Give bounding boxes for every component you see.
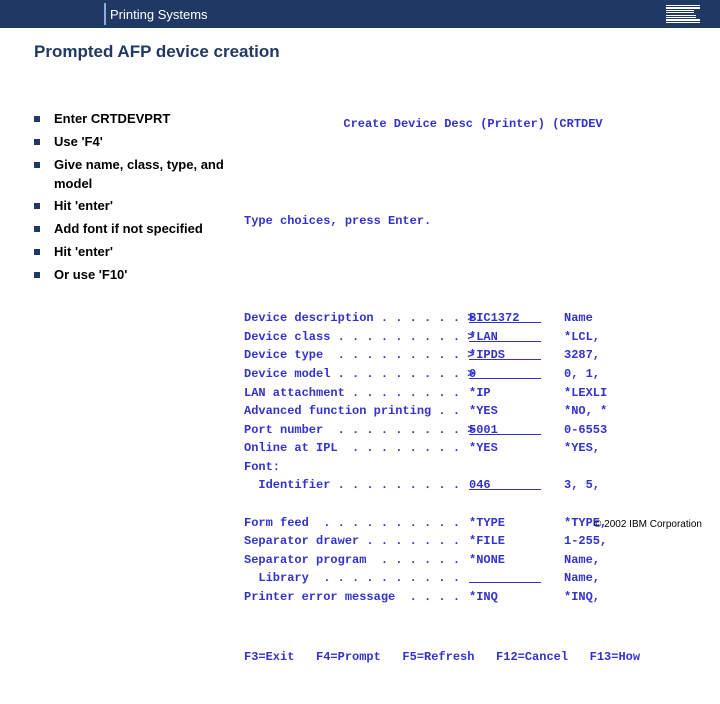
terminal-hint: Name xyxy=(564,309,702,328)
terminal-label: Font: xyxy=(244,458,469,477)
terminal-label: Device description . . . . . . > xyxy=(244,309,469,328)
terminal-label: Form feed . . . . . . . . . . xyxy=(244,514,469,533)
terminal-hint: 0, 1, xyxy=(564,365,702,384)
terminal-value: *IPDS xyxy=(469,346,564,365)
terminal-label: Separator drawer . . . . . . . xyxy=(244,532,469,551)
terminal-row: Device description . . . . . . >BIC1372 … xyxy=(244,309,702,328)
terminal-hint: *NO, * xyxy=(564,402,702,421)
terminal-hint: *INQ, xyxy=(564,588,702,607)
terminal-value: 5001 xyxy=(469,421,564,440)
ibm-logo-icon xyxy=(666,5,700,23)
terminal-row: Separator program . . . . . . *NONE Name… xyxy=(244,551,702,570)
terminal-label: Online at IPL . . . . . . . . xyxy=(244,439,469,458)
terminal-hint: *LCL, xyxy=(564,328,702,347)
terminal-value xyxy=(469,458,564,477)
terminal-screen: Create Device Desc (Printer) (CRTDEV Typ… xyxy=(244,78,702,704)
terminal-label: Advanced function printing . . xyxy=(244,402,469,421)
terminal-value: *IP xyxy=(469,384,564,403)
list-item: Or use 'F10' xyxy=(34,266,244,285)
terminal-row: Device type . . . . . . . . . >*IPDS 328… xyxy=(244,346,702,365)
instruction-list: Enter CRTDEVPRT Use 'F4' Give name, clas… xyxy=(34,78,244,704)
terminal-label: Separator program . . . . . . xyxy=(244,551,469,570)
header-section: Printing Systems xyxy=(110,7,208,22)
terminal-value: *TYPE xyxy=(469,514,564,533)
terminal-label: Device type . . . . . . . . . > xyxy=(244,346,469,365)
terminal-hint: *YES, xyxy=(564,439,702,458)
terminal-row: Online at IPL . . . . . . . . *YES *YES, xyxy=(244,439,702,458)
terminal-hint: Name, xyxy=(564,569,702,588)
terminal-row: Library . . . . . . . . . . Name, xyxy=(244,569,702,588)
list-item: Give name, class, type, and model xyxy=(34,156,244,194)
terminal-row: Advanced function printing . . *YES *NO,… xyxy=(244,402,702,421)
terminal-hint: *LEXLI xyxy=(564,384,702,403)
list-item: Add font if not specified xyxy=(34,220,244,239)
terminal-row: Printer error message . . . . *INQ *INQ, xyxy=(244,588,702,607)
header-bar: Printing Systems xyxy=(0,0,720,28)
terminal-value: *NONE xyxy=(469,551,564,570)
terminal-value: *LAN xyxy=(469,328,564,347)
terminal-row: Font: xyxy=(244,458,702,477)
terminal-value: BIC1372 xyxy=(469,309,564,328)
terminal-value: *YES xyxy=(469,439,564,458)
terminal-label: LAN attachment . . . . . . . . xyxy=(244,384,469,403)
terminal-fkeys: F3=Exit F4=Prompt F5=Refresh F12=Cancel … xyxy=(244,648,702,667)
copyright: © 2002 IBM Corporation xyxy=(594,519,702,530)
terminal-hint xyxy=(564,458,702,477)
page-title: Prompted AFP device creation xyxy=(0,28,720,72)
terminal-row: Device class . . . . . . . . . >*LAN *LC… xyxy=(244,328,702,347)
terminal-value: *YES xyxy=(469,402,564,421)
bottom-mask xyxy=(0,490,720,510)
terminal-value: 0 xyxy=(469,365,564,384)
terminal-row: Port number . . . . . . . . . >5001 0-65… xyxy=(244,421,702,440)
terminal-label: Device model . . . . . . . . . > xyxy=(244,365,469,384)
terminal-row: Separator drawer . . . . . . . *FILE 1-2… xyxy=(244,532,702,551)
terminal-hint: 0-6553 xyxy=(564,421,702,440)
terminal-label: Port number . . . . . . . . . > xyxy=(244,421,469,440)
terminal-value: *INQ xyxy=(469,588,564,607)
terminal-row: LAN attachment . . . . . . . . *IP *LEXL… xyxy=(244,384,702,403)
content-area: Enter CRTDEVPRT Use 'F4' Give name, clas… xyxy=(0,72,720,704)
list-item: Use 'F4' xyxy=(34,133,244,152)
terminal-hint: 1-255, xyxy=(564,532,702,551)
terminal-title: Create Device Desc (Printer) (CRTDEV xyxy=(244,115,702,134)
terminal-hint: Name, xyxy=(564,551,702,570)
list-item: Hit 'enter' xyxy=(34,243,244,262)
terminal-prompt: Type choices, press Enter. xyxy=(244,212,702,231)
terminal-row: Device model . . . . . . . . . >0 0, 1, xyxy=(244,365,702,384)
list-item: Hit 'enter' xyxy=(34,197,244,216)
header-divider xyxy=(104,3,106,25)
terminal-label: Library . . . . . . . . . . xyxy=(244,569,469,588)
terminal-hint: 3287, xyxy=(564,346,702,365)
terminal-label: Printer error message . . . . xyxy=(244,588,469,607)
terminal-label: Device class . . . . . . . . . > xyxy=(244,328,469,347)
list-item: Enter CRTDEVPRT xyxy=(34,110,244,129)
terminal-value: *FILE xyxy=(469,532,564,551)
terminal-value xyxy=(469,569,564,588)
